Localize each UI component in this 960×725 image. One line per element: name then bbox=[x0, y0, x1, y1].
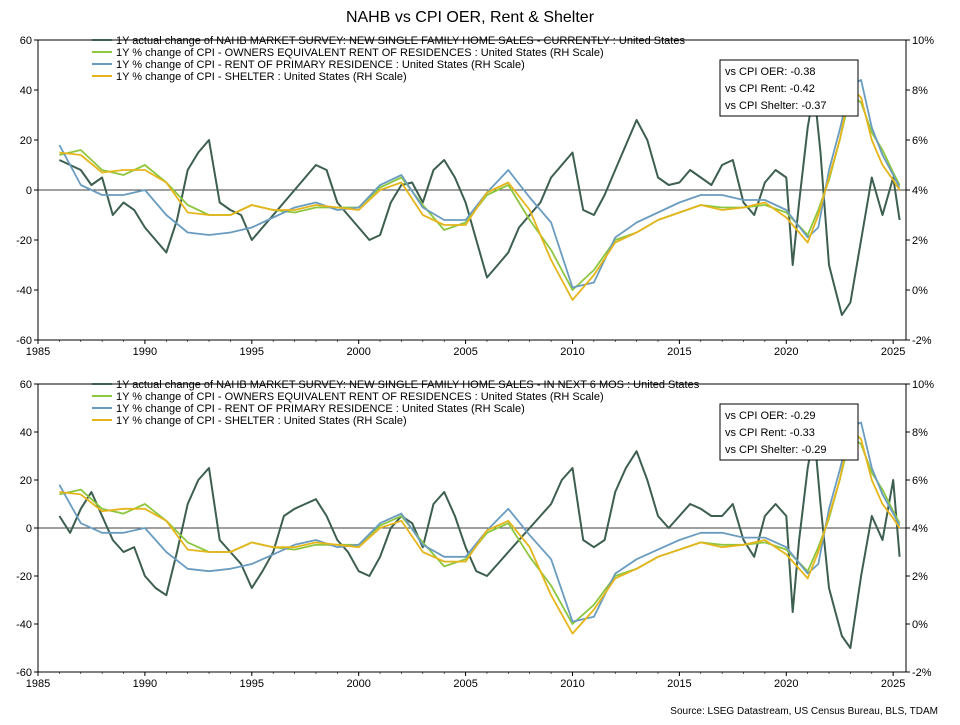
y-right-tick-label: 4% bbox=[912, 185, 928, 197]
y-right-tick-label: -2% bbox=[912, 335, 932, 347]
correlation-label: vs CPI Shelter: -0.29 bbox=[725, 444, 827, 456]
y-right-tick-label: 6% bbox=[912, 475, 928, 487]
correlation-label: vs CPI OER: -0.29 bbox=[725, 410, 815, 422]
x-tick-label: 2005 bbox=[453, 346, 477, 358]
y-left-tick-label: -20 bbox=[16, 571, 32, 583]
x-tick-label: 2010 bbox=[560, 346, 584, 358]
y-left-tick-label: -60 bbox=[16, 335, 32, 347]
correlation-label: vs CPI OER: -0.38 bbox=[725, 66, 815, 78]
y-left-tick-label: 0 bbox=[26, 523, 32, 535]
correlation-box bbox=[719, 59, 859, 117]
y-right-tick-label: 2% bbox=[912, 571, 928, 583]
legend-label-oer: 1Y % change of CPI - OWNERS EQUIVALENT R… bbox=[116, 47, 604, 59]
figure-title: NAHB vs CPI OER, Rent & Shelter bbox=[346, 9, 595, 26]
correlation-label: vs CPI Rent: -0.42 bbox=[725, 83, 815, 95]
x-tick-label: 1985 bbox=[26, 678, 50, 690]
legend-label-nahb: 1Y actual change of NAHB MARKET SURVEY: … bbox=[116, 379, 700, 391]
correlation-label: vs CPI Shelter: -0.37 bbox=[725, 100, 827, 112]
series-line-shelter bbox=[59, 428, 901, 635]
series-line-oer bbox=[59, 435, 901, 625]
x-tick-label: 1995 bbox=[240, 346, 264, 358]
x-tick-label: 2000 bbox=[346, 678, 370, 690]
y-left-tick-label: 40 bbox=[20, 427, 32, 439]
y-right-tick-label: -2% bbox=[912, 667, 932, 679]
y-left-tick-label: 20 bbox=[20, 135, 32, 147]
chart-panel-2: 60 40 20 0 -20 -40 -60 10% 8% 6% 4% 2% 0% -2% 1985 1990… bbox=[16, 379, 934, 690]
series-line-shelter bbox=[59, 86, 901, 301]
legend-label-shelter: 1Y % change of CPI - SHELTER : United St… bbox=[116, 415, 407, 427]
legend-label-oer: 1Y % change of CPI - OWNERS EQUIVALENT R… bbox=[116, 391, 604, 403]
y-right-tick-label: 4% bbox=[912, 523, 928, 535]
y-left-tick-label: 60 bbox=[20, 35, 32, 47]
chart-panel-1: 60 40 20 0 -20 -40 -60 10% 8% 6% 4% 2% 0% -2% 1985 1990… bbox=[16, 35, 934, 358]
x-tick-label: 2025 bbox=[881, 346, 905, 358]
y-left-tick-label: -40 bbox=[16, 285, 32, 297]
x-tick-label: 2015 bbox=[667, 678, 691, 690]
x-tick-label: 2000 bbox=[346, 346, 370, 358]
legend-label-shelter: 1Y % change of CPI - SHELTER : United St… bbox=[116, 71, 407, 83]
source-note: Source: LSEG Datastream, US Census Burea… bbox=[670, 706, 938, 717]
y-right-tick-label: 0% bbox=[912, 619, 928, 631]
y-left-tick-label: -60 bbox=[16, 667, 32, 679]
correlation-label: vs CPI Rent: -0.33 bbox=[725, 427, 815, 439]
x-tick-label: 1990 bbox=[133, 678, 157, 690]
legend-label-rent: 1Y % change of CPI - RENT OF PRIMARY RES… bbox=[116, 59, 525, 71]
y-right-tick-label: 8% bbox=[912, 427, 928, 439]
x-tick-label: 2020 bbox=[774, 678, 798, 690]
y-right-tick-label: 0% bbox=[912, 285, 928, 297]
series-line-nahb bbox=[58, 431, 901, 649]
x-tick-label: 2010 bbox=[560, 678, 584, 690]
x-tick-label: 2025 bbox=[881, 678, 905, 690]
y-right-tick-label: 10% bbox=[912, 379, 934, 391]
x-tick-label: 2020 bbox=[774, 346, 798, 358]
y-right-tick-label: 6% bbox=[912, 135, 928, 147]
series-line-oer bbox=[59, 94, 901, 291]
x-tick-label: 2015 bbox=[667, 346, 691, 358]
y-left-tick-label: 40 bbox=[20, 85, 32, 97]
correlation-box bbox=[719, 403, 859, 461]
legend-label-nahb: 1Y actual change of NAHB MARKET SURVEY: … bbox=[116, 35, 685, 47]
y-right-tick-label: 2% bbox=[912, 235, 928, 247]
legend-label-rent: 1Y % change of CPI - RENT OF PRIMARY RES… bbox=[116, 403, 525, 415]
y-left-tick-label: 60 bbox=[20, 379, 32, 391]
y-left-tick-label: 0 bbox=[26, 185, 32, 197]
y-left-tick-label: -40 bbox=[16, 619, 32, 631]
series-line-nahb bbox=[58, 89, 901, 316]
y-right-tick-label: 8% bbox=[912, 85, 928, 97]
x-tick-label: 2005 bbox=[453, 678, 477, 690]
y-left-tick-label: -20 bbox=[16, 235, 32, 247]
x-tick-label: 1985 bbox=[26, 346, 50, 358]
y-left-tick-label: 20 bbox=[20, 475, 32, 487]
y-right-tick-label: 10% bbox=[912, 35, 934, 47]
x-tick-label: 1995 bbox=[240, 678, 264, 690]
x-tick-label: 1990 bbox=[133, 346, 157, 358]
